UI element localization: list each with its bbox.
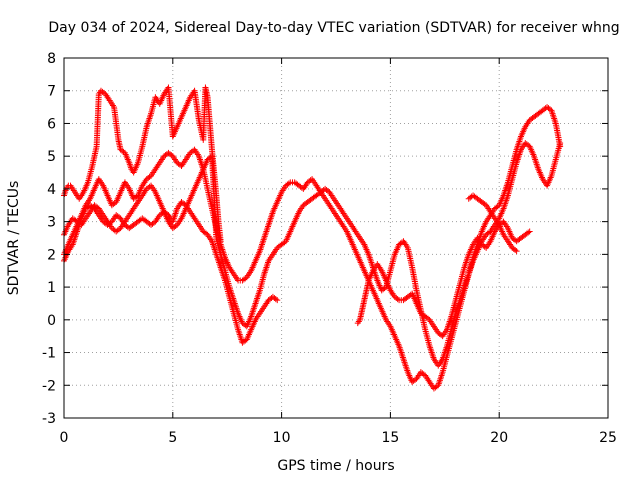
data-point	[116, 214, 123, 221]
data-point	[285, 180, 292, 187]
x-axis-label: GPS time / hours	[277, 458, 394, 474]
data-point	[394, 296, 401, 303]
y-tick-label: 1	[47, 280, 56, 296]
x-tick-label: 5	[168, 430, 177, 446]
data-point	[94, 204, 101, 211]
series-6	[465, 192, 520, 255]
y-tick-label: -2	[42, 378, 56, 394]
y-tick-label: -1	[42, 346, 56, 362]
data-point	[481, 201, 488, 208]
x-tick-label: 0	[60, 430, 69, 446]
plot-frame	[63, 57, 609, 419]
data-point	[76, 220, 83, 227]
y-tick-label: 3	[47, 215, 56, 231]
data-point	[486, 229, 493, 236]
x-tick-label: 20	[490, 430, 508, 446]
series-5	[354, 218, 533, 340]
data-point	[177, 161, 184, 168]
data-point	[146, 183, 153, 190]
grid-lines	[64, 58, 608, 418]
data-point	[274, 297, 281, 304]
data-point	[425, 315, 432, 322]
y-tick-label: 7	[47, 84, 56, 100]
data-point	[512, 247, 519, 253]
series-3	[61, 140, 564, 369]
data-point	[242, 275, 249, 282]
data-point	[325, 188, 332, 195]
data-point	[298, 184, 305, 191]
data-point	[525, 229, 532, 236]
y-tick-label: 0	[47, 313, 56, 329]
data-point	[513, 248, 520, 255]
data-point	[116, 226, 123, 233]
data-point	[100, 89, 107, 96]
data-point	[168, 152, 175, 159]
x-tick-label: 10	[273, 430, 291, 446]
y-axis-label: SDTVAR / TECUs	[6, 181, 22, 296]
data-point	[420, 371, 427, 378]
x-tick-label: 15	[381, 430, 399, 446]
data-point	[203, 230, 210, 237]
y-tick-label: 2	[47, 247, 56, 263]
y-tick-label: -3	[42, 411, 56, 427]
y-tick-label: 6	[47, 116, 56, 132]
series-1	[61, 199, 281, 346]
data-point	[272, 296, 279, 303]
data-point	[412, 376, 419, 383]
data-point	[172, 223, 179, 229]
data-points	[61, 84, 564, 392]
y-tick-label: 4	[47, 182, 56, 198]
y-tick-label: 5	[47, 149, 56, 165]
data-point	[146, 173, 153, 180]
data-point	[217, 238, 224, 245]
chart-title: Day 034 of 2024, Sidereal Day-to-day VTE…	[48, 20, 619, 36]
series-4	[61, 84, 224, 245]
data-point	[399, 239, 406, 246]
data-point	[190, 147, 197, 154]
data-point	[526, 228, 533, 235]
data-point	[438, 332, 445, 339]
axis-ticks: 0 5 10 15 20 25 -3 -2 -1 0 1 2 3 4 5 6 7 8	[42, 51, 617, 446]
data-point	[557, 140, 564, 147]
data-point	[307, 177, 314, 184]
y-tick-label: 8	[47, 51, 56, 67]
data-point	[481, 243, 488, 250]
data-point	[150, 219, 157, 226]
x-tick-label: 25	[599, 430, 617, 446]
